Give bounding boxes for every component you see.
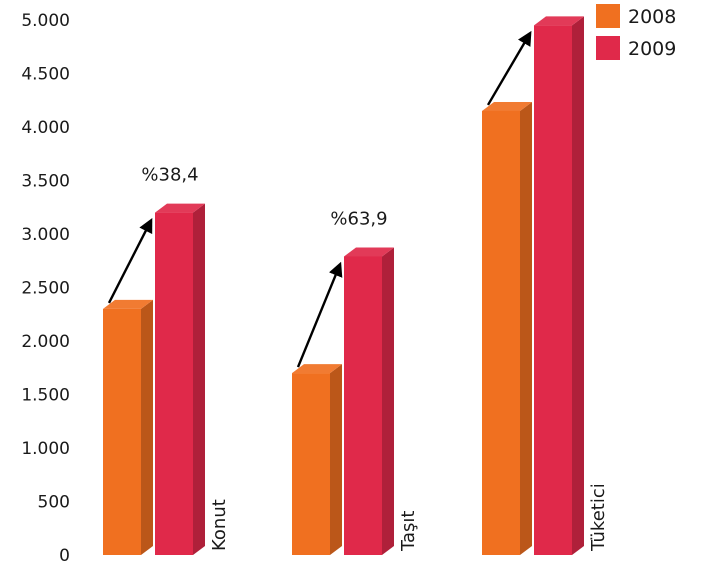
y-tick-label: 1.500 — [21, 386, 70, 406]
bar-side — [572, 16, 584, 556]
bar-side — [193, 203, 205, 555]
bars — [103, 16, 584, 556]
bar-top — [103, 299, 153, 309]
bar-2008-konut — [103, 299, 153, 555]
category-label: Taşıt — [398, 511, 419, 552]
y-tick-label: 3.500 — [21, 172, 70, 192]
bar-top — [292, 364, 342, 374]
y-tick-label: 2.000 — [21, 332, 70, 352]
growth-label: %38,4 — [141, 165, 198, 186]
bar-2009-konut — [155, 203, 205, 555]
bar-2008-tüketici — [482, 101, 532, 555]
bar-side — [141, 299, 153, 555]
y-axis: 0 500 1.000 1.500 2.000 2.500 3.000 3.500 4.000 4… — [21, 11, 70, 566]
bar-front — [103, 308, 141, 555]
bar-side — [330, 364, 342, 555]
legend-label: 2009 — [628, 38, 676, 60]
bar-2008-taşıt — [292, 364, 342, 555]
category-labels: Konut Taşıt Tüketici — [209, 483, 609, 552]
growth-arrow — [107, 218, 153, 304]
bar-top — [344, 247, 394, 257]
growth-annotations: %38,4%63,9%19,1 — [107, 30, 532, 368]
bar-front — [292, 373, 330, 555]
bar-top — [534, 16, 584, 26]
y-tick-label: 3.000 — [21, 225, 70, 245]
y-tick-label: 2.500 — [21, 279, 70, 299]
legend-label: 2008 — [628, 6, 676, 28]
bar-front — [534, 25, 572, 556]
legend: 2008 2009 — [596, 4, 676, 60]
bar-side — [382, 247, 394, 555]
bar-front — [344, 256, 382, 555]
bar-front — [155, 212, 193, 555]
bar-2009-tüketici — [534, 16, 584, 556]
growth-arrow — [296, 261, 343, 368]
bar-top — [155, 203, 205, 213]
growth-label: %63,9 — [330, 208, 387, 229]
category-label: Konut — [209, 499, 230, 551]
y-tick-label: 4.500 — [21, 65, 70, 85]
y-tick-label: 1.000 — [21, 439, 70, 459]
bar-front — [482, 110, 520, 555]
bar-2009-taşıt — [344, 247, 394, 555]
growth-arrow — [486, 30, 532, 106]
category-label: Tüketici — [588, 483, 609, 552]
bar-side — [520, 101, 532, 555]
legend-swatch — [596, 4, 620, 28]
y-tick-label: 4.000 — [21, 118, 70, 138]
bar-top — [482, 101, 532, 111]
y-tick-label: 0 — [59, 546, 70, 566]
legend-swatch — [596, 36, 620, 60]
y-tick-label: 500 — [38, 493, 70, 513]
y-tick-label: 5.000 — [21, 11, 70, 31]
